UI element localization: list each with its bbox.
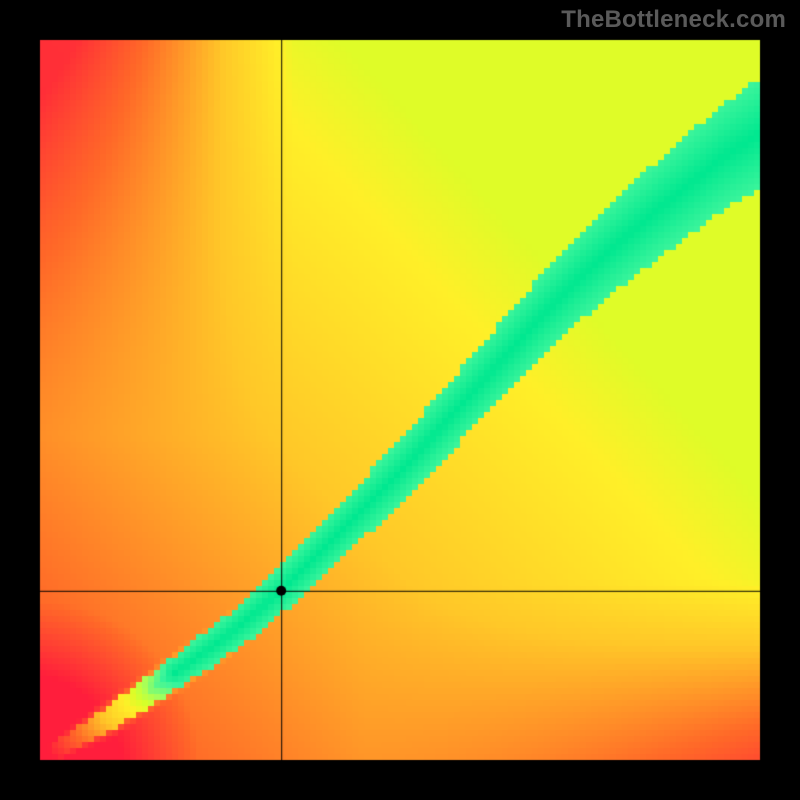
chart-container: TheBottleneck.com: [0, 0, 800, 800]
bottleneck-heatmap: [0, 0, 800, 800]
